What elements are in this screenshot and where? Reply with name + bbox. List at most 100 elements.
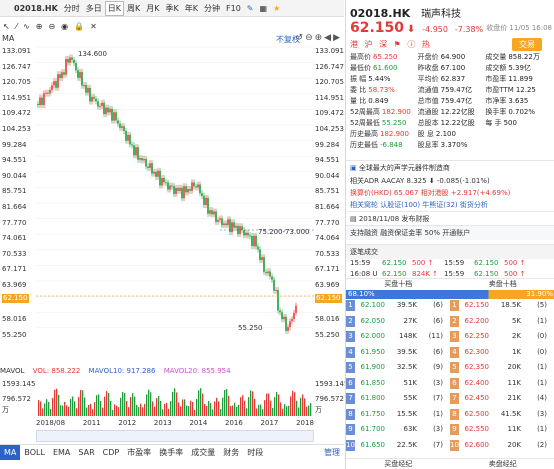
candle-body [151, 163, 153, 174]
book-row[interactable]: 1 62.100 39.5K (6) 1 62.150 18.5K (5) [346, 300, 554, 311]
tick-cell: 16:08 U [350, 270, 378, 278]
report-row[interactable]: ▤ 2018/11/08 发布财报 [346, 211, 554, 226]
line-tool-icon[interactable]: ⁄ [15, 21, 18, 31]
book-cell: 61.950 [360, 347, 386, 356]
tab-monthly-k[interactable]: 月K [146, 3, 160, 13]
adjust-select[interactable]: 不复权 [276, 35, 300, 44]
tick-cell: 500 ↑ [412, 259, 434, 267]
volume-bar [272, 407, 274, 416]
tab-weekly-k[interactable]: 周K [127, 3, 141, 13]
indicator-tab-boll[interactable]: BOLL [24, 448, 45, 457]
indicator-tab-cdp[interactable]: CDP [102, 448, 120, 457]
volume-bar [172, 391, 174, 416]
chart-controls[interactable]: ↺⊖⊕◀▶ [295, 33, 342, 43]
book-cell: 62.150 [464, 301, 490, 309]
tab-yearly-k[interactable]: 年K [184, 3, 199, 13]
volume-bar [220, 409, 222, 416]
cursor-icon[interactable]: ↖ [3, 21, 10, 31]
price-tick: 85.751 [315, 187, 340, 196]
warrant-row[interactable]: 相关窝轮 认股证(100) 牛熊证(32) 街货分析 [346, 198, 554, 212]
indicator-tab-pe[interactable]: 市盈率 [127, 448, 152, 457]
book-row[interactable]: 8 61.750 15.5K (1) 8 62.500 41.5K (3) [346, 408, 554, 420]
book-row[interactable]: 9 61.700 63K (3) 9 62.550 11K (1) [346, 424, 554, 435]
zoom-out-icon[interactable]: ⊖ [48, 21, 56, 31]
quote-field-label: 股 息 [417, 130, 434, 138]
tab-intraday[interactable]: 分时 [63, 3, 80, 13]
period-toolbar: 02018.HK 分时 多日 日K 周K 月K 季K 年K 分钟 F10 ✎ ▦… [0, 0, 344, 17]
buy-book-title: 买盘十档 [384, 280, 413, 288]
book-row[interactable]: 10 61.650 22.5K (7) 10 62.600 20K (2) [346, 439, 554, 451]
book-row[interactable]: 6 61.850 51K (3) 6 62.400 11K (1) [346, 377, 554, 389]
book-row[interactable]: 5 61.900 32.5K (9) 5 62.350 20K (1) [346, 362, 554, 373]
quote-field: 市盈TTM 12.25 [485, 85, 553, 96]
volume-bar [106, 391, 108, 416]
volume-chart[interactable] [0, 378, 344, 418]
volume-bar [304, 398, 306, 416]
market-badges[interactable]: 港 沪 深 ⚑ ⓘ 热 [350, 40, 432, 49]
volume-bar [278, 394, 280, 416]
volume-bar [76, 408, 78, 416]
lock-icon[interactable]: 🔒 [74, 21, 85, 31]
tab-quarterly-k[interactable]: 季K [165, 3, 179, 13]
manage-button[interactable]: 管理 [324, 448, 340, 457]
sell-broker-title[interactable]: 卖盘经纪 [488, 460, 517, 468]
trade-button[interactable]: 交易 [512, 38, 542, 51]
candlestick-chart[interactable]: 134.600 75.200-73.000 55.250 [0, 44, 344, 344]
star-icon[interactable]: ★ [273, 3, 281, 13]
quote-field-label: 每 手 [485, 119, 502, 127]
candle-body [77, 70, 79, 78]
buy-broker-title[interactable]: 买盘经纪 [384, 460, 413, 468]
book-row[interactable]: 4 61.950 39.5K (6) 4 62.300 1K (0) [346, 346, 554, 358]
indicator-tab-ema[interactable]: EMA [52, 448, 71, 457]
candle-body [229, 219, 231, 233]
volume-bar [160, 400, 162, 416]
price-tick: 81.664 [315, 203, 340, 211]
price-change: -4.950 [422, 25, 448, 34]
book-row[interactable]: 3 62.000 148K (11) 3 62.250 2K (0) [346, 331, 554, 342]
volume-bar [126, 401, 128, 416]
margin-row[interactable]: 支持融资 融资保证金率 50% 开通账户 [346, 225, 554, 240]
ticks-header: 逐笔成交 [346, 244, 554, 259]
adr-row[interactable]: 相关ADR AACAY 8.325 ⬇ -0.085(-1.01%) [346, 174, 554, 188]
volume-bar [284, 404, 286, 416]
book-cell: (7) [433, 440, 443, 449]
candle-body [105, 107, 107, 115]
ray-tool-icon[interactable]: ∿ [23, 21, 30, 31]
company-desc[interactable]: ▣ 全球最大的声学元器件制造商 [346, 160, 554, 175]
candle-body [93, 96, 95, 99]
stock-code: 02018.HK [14, 3, 58, 13]
volume-tick: 万 [315, 406, 322, 414]
eye-icon[interactable]: ◉ [61, 21, 69, 31]
edit-icon[interactable]: ✎ [246, 3, 254, 13]
grid-icon[interactable]: ▦ [259, 3, 268, 13]
book-row[interactable]: 7 61.800 55K (7) 7 62.450 21K (4) [346, 393, 554, 404]
volume-bar [248, 397, 250, 416]
volume-bar [118, 407, 120, 416]
volume-bar [128, 407, 130, 416]
candle-body [53, 81, 55, 86]
indicator-tab-finance[interactable]: 财务 [223, 448, 240, 457]
delete-icon[interactable]: ✕ [90, 21, 97, 31]
candle-body [97, 101, 99, 107]
volume-bar [70, 399, 72, 416]
indicator-tab-sar[interactable]: SAR [78, 448, 95, 457]
indicator-tab-turnover[interactable]: 换手率 [159, 448, 184, 457]
book-cell: 5 [346, 362, 355, 373]
indicator-tab-session[interactable]: 时段 [247, 448, 264, 457]
tab-minute[interactable]: 分钟 [204, 3, 221, 13]
indicator-tab-ma[interactable]: MA [0, 445, 21, 460]
zoom-in-icon[interactable]: ⊕ [35, 21, 43, 31]
volume-bar [96, 395, 98, 416]
book-row[interactable]: 2 62.050 27K (6) 2 62.200 5K (1) [346, 315, 554, 327]
candle-body [121, 126, 123, 128]
indicator-tab-volume[interactable]: 成交量 [191, 448, 216, 457]
volume-bar [192, 402, 194, 416]
candle-body [147, 166, 149, 169]
f10-button[interactable]: F10 [226, 3, 241, 13]
margin-text: 支持融资 融资保证金率 50% 开通账户 [350, 229, 471, 237]
quote-field-label: 成交量 [485, 53, 507, 61]
volume-bar [104, 396, 106, 416]
tab-daily-k[interactable]: 日K [104, 0, 125, 16]
range-scroller[interactable] [36, 430, 314, 442]
tab-multiday[interactable]: 多日 [85, 3, 102, 13]
